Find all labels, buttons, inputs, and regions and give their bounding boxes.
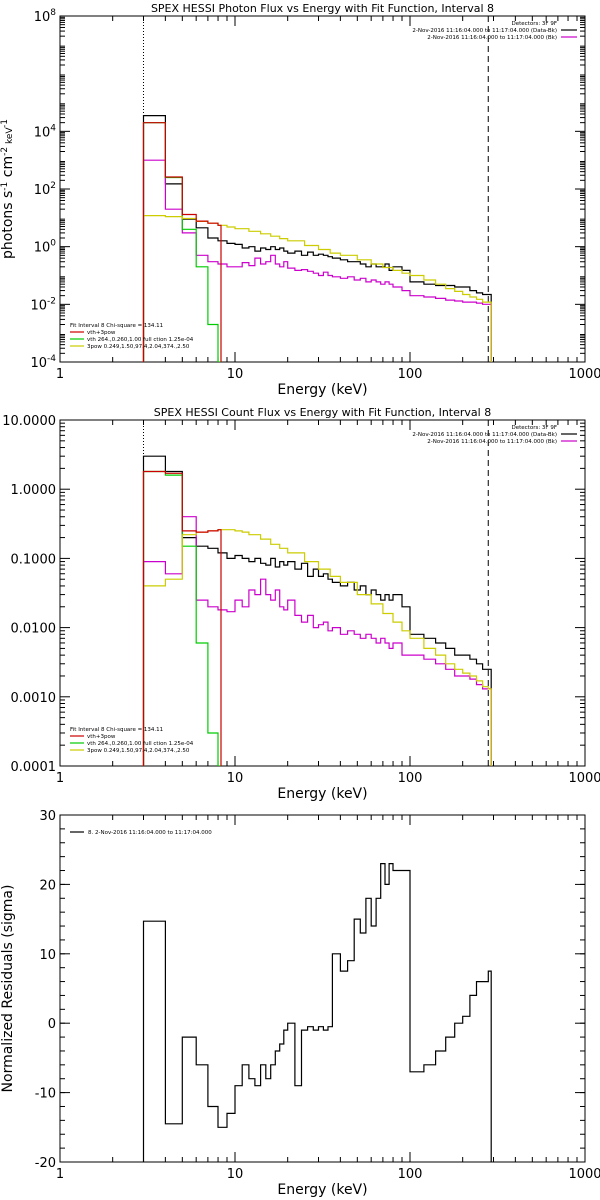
legend-bottom-entry: 3pow 0.249,1.50,97.4,2.04,374.,2.50 xyxy=(87,344,190,350)
legend-bottom-entry: Fit Interval 8 Chi-square = 134.11 xyxy=(70,323,163,329)
x-tick-label: 1 xyxy=(56,771,64,786)
y-tick-label: 0.0001 xyxy=(11,760,57,775)
legend-bottom-entry: vth 264.,0.260,1.00 full ction 1.25e-04 xyxy=(87,337,194,343)
y-tick-label: -20 xyxy=(35,1156,56,1171)
y-tick-label: 0 xyxy=(48,1017,56,1032)
legend-top-entry: 2-Nov-2016 11:16:04.000 to 11:17:04.000 … xyxy=(412,432,557,438)
y-tick-label: -10 xyxy=(35,1087,56,1102)
legend-bottom-entry: vth+3pow xyxy=(87,330,116,336)
series-bk-line xyxy=(142,516,492,766)
plot-frame xyxy=(59,419,586,767)
legend-bottom-entry: vth+3pow xyxy=(87,734,116,740)
y-tick-label: 1.0000 xyxy=(11,483,57,498)
y-tick-label: 20 xyxy=(39,878,56,893)
chart-panel-2: SPEX HESSI Count Flux vs Energy with Fit… xyxy=(2,406,600,802)
legend-bottom-entry: 3pow 0.249,1.50,97.4,2.04,374.,2.50 xyxy=(87,748,190,754)
legend-top-entry: 2-Nov-2016 11:16:04.000 to 11:17:04.000 … xyxy=(427,439,557,445)
y-tick-label: 0.0100 xyxy=(11,622,57,637)
legend-bottom-entry: vth 264.,0.260,1.00 full ction 1.25e-04 xyxy=(87,741,194,747)
series-8--line xyxy=(142,863,492,1162)
series-data-bk-line xyxy=(142,455,492,766)
legend-top-entry: 2-Nov-2016 11:16:04.000 to 11:17:04.000 … xyxy=(412,28,557,34)
legend-top-entry: 2-Nov-2016 11:16:04.000 to 11:17:04.000 … xyxy=(427,35,557,41)
x-axis-label: Energy (keV) xyxy=(277,1182,367,1198)
x-tick-label: 100 xyxy=(398,367,423,382)
series-vth-3pow-line xyxy=(142,470,222,766)
series-data-bk-line xyxy=(142,115,492,362)
series-vth-3pow-line xyxy=(142,122,222,362)
x-tick-label: 1 xyxy=(56,1167,64,1182)
y-tick-label: 30 xyxy=(39,809,56,824)
plot-frame xyxy=(59,814,586,1163)
x-tick-label: 10 xyxy=(227,367,244,382)
y-tick-label: 10.0000 xyxy=(2,414,56,429)
x-axis-label: Energy (keV) xyxy=(277,786,367,802)
y-axis-label: photons s-1 cm-2 keV-1 xyxy=(0,119,16,259)
x-tick-label: 10 xyxy=(227,1167,244,1182)
legend-top-entry: Detectors: 3F 9F xyxy=(511,425,557,431)
series-bk-line xyxy=(142,159,492,362)
x-tick-label: 1000 xyxy=(568,771,600,786)
y-tick-label: 0.0010 xyxy=(11,691,57,706)
chart-panel-3: 1 10 100 1000 -20 -10 0 10 20 30 Energy (keV) Norma… xyxy=(0,809,600,1198)
x-tick-label: 1000 xyxy=(568,1167,600,1182)
y-tick-label: 0.1000 xyxy=(11,552,57,567)
legend-bottom-entry: Fit Interval 8 Chi-square = 134.11 xyxy=(70,727,163,733)
x-tick-label: 10 xyxy=(227,771,244,786)
legend-entry: 8. 2-Nov-2016 11:16:04.000 to 11:17:04.0… xyxy=(88,830,212,836)
y-axis-label: Normalized Residuals (sigma) xyxy=(0,885,16,1093)
y-tick-label: 10 xyxy=(39,948,56,963)
chart-title: SPEX HESSI Photon Flux vs Energy with Fi… xyxy=(151,2,494,15)
x-tick-label: 1000 xyxy=(568,367,600,382)
legend-top-entry: Detectors: 3F 9F xyxy=(511,21,557,27)
x-tick-label: 1 xyxy=(56,367,64,382)
x-tick-label: 100 xyxy=(398,1167,423,1182)
chart-title: SPEX HESSI Count Flux vs Energy with Fit… xyxy=(154,406,491,419)
x-tick-label: 100 xyxy=(398,771,423,786)
x-axis-label: Energy (keV) xyxy=(277,382,367,398)
